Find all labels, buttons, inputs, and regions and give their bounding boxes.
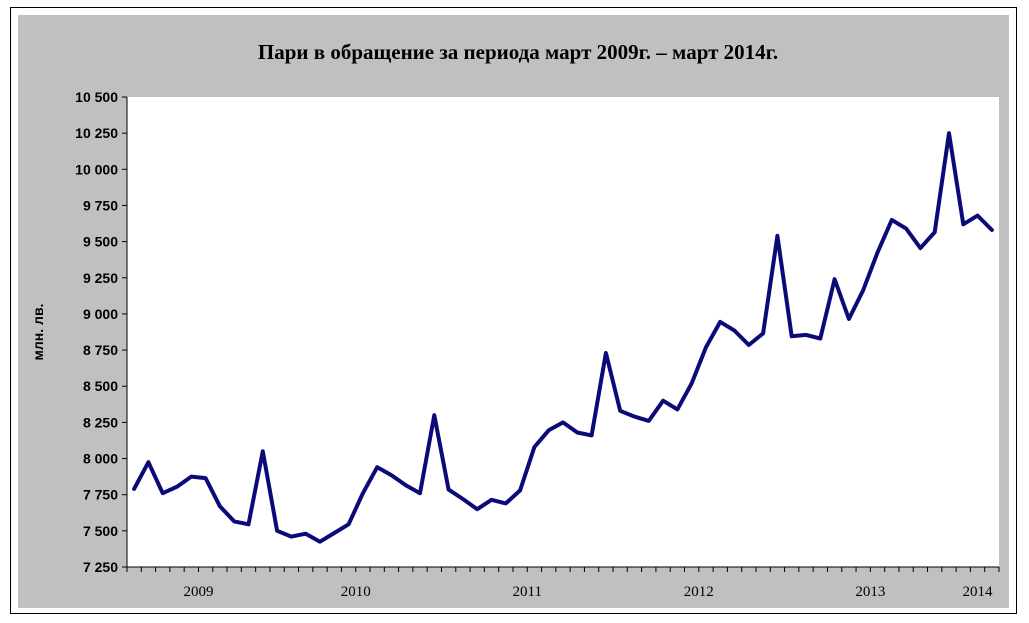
- data-point: [304, 532, 308, 536]
- data-point: [547, 428, 551, 432]
- data-point: [804, 333, 808, 337]
- y-axis-label: млн. лв.: [30, 304, 46, 361]
- data-point: [618, 409, 622, 413]
- y-tick-label: 8 250: [83, 414, 118, 430]
- data-point: [632, 415, 636, 419]
- data-point: [232, 519, 236, 523]
- chart-title: Пари в обращение за периода март 2009г. …: [258, 40, 778, 64]
- data-point: [332, 531, 336, 535]
- y-tick-label: 9 500: [83, 234, 118, 250]
- data-point: [690, 381, 694, 385]
- y-tick-label: 8 000: [83, 451, 118, 467]
- data-point: [475, 507, 479, 511]
- x-tick-label-year: 2011: [513, 584, 542, 600]
- data-point: [833, 277, 837, 281]
- x-tick-label-year: 2012: [684, 584, 714, 600]
- data-point: [347, 522, 351, 526]
- data-point: [146, 460, 150, 464]
- data-point: [761, 331, 765, 335]
- data-point: [904, 227, 908, 231]
- data-point: [318, 540, 322, 544]
- data-point: [747, 343, 751, 347]
- data-point: [604, 351, 608, 355]
- data-point: [933, 230, 937, 234]
- data-point: [275, 529, 279, 533]
- y-tick-label: 10 500: [75, 89, 118, 105]
- y-tick-label: 7 500: [83, 523, 118, 539]
- data-point: [461, 497, 465, 501]
- y-tick-label: 10 000: [75, 161, 118, 177]
- data-point: [590, 433, 594, 437]
- series-marks: [132, 131, 994, 544]
- data-point: [504, 501, 508, 505]
- data-point: [875, 250, 879, 254]
- x-tick-label-year: 2009: [183, 584, 213, 600]
- x-tick-label-year: 2014: [963, 584, 994, 600]
- data-point: [861, 288, 865, 292]
- data-point: [990, 228, 994, 232]
- data-point: [947, 131, 951, 135]
- x-tick-label-year: 2010: [341, 584, 371, 600]
- data-point: [847, 317, 851, 321]
- chart-frame: Пари в обращение за периода март 2009г. …: [10, 7, 1017, 614]
- data-point: [976, 214, 980, 218]
- data-point: [575, 431, 579, 435]
- y-tick-label: 9 000: [83, 306, 118, 322]
- data-point: [218, 504, 222, 508]
- data-point: [432, 413, 436, 417]
- data-point: [818, 337, 822, 341]
- data-point: [961, 222, 965, 226]
- data-point: [404, 483, 408, 487]
- data-point: [733, 329, 737, 333]
- data-point: [189, 475, 193, 479]
- data-point: [647, 419, 651, 423]
- series-line: [132, 131, 994, 544]
- data-point: [675, 407, 679, 411]
- data-point: [261, 449, 265, 453]
- y-tick-label: 9 750: [83, 197, 118, 213]
- data-point: [389, 473, 393, 477]
- data-point: [661, 399, 665, 403]
- data-point: [132, 487, 136, 491]
- axes: 7 250 7 500 7 750 8 000 8 250 8 500 8 750 9 000…: [75, 89, 1000, 600]
- data-point: [447, 488, 451, 492]
- data-point: [561, 420, 565, 424]
- x-tick-label-year: 2013: [855, 584, 885, 600]
- y-tick-label: 9 250: [83, 270, 118, 286]
- data-point: [418, 491, 422, 495]
- plot-area: [127, 97, 999, 567]
- data-point: [890, 218, 894, 222]
- data-point: [175, 485, 179, 489]
- data-point: [204, 476, 208, 480]
- data-point: [518, 488, 522, 492]
- y-tick-label: 8 750: [83, 342, 118, 358]
- line-chart: Пари в обращение за периода март 2009г. …: [18, 15, 1009, 608]
- data-point: [161, 491, 165, 495]
- y-tick-label: 7 750: [83, 487, 118, 503]
- data-point: [918, 246, 922, 250]
- data-point: [532, 445, 536, 449]
- data-point: [704, 345, 708, 349]
- data-point: [775, 234, 779, 238]
- data-point: [361, 491, 365, 495]
- data-point: [247, 522, 251, 526]
- data-point: [289, 535, 293, 539]
- y-tick-label: 7 250: [83, 559, 118, 575]
- data-point: [375, 465, 379, 469]
- data-point: [790, 334, 794, 338]
- y-tick-label: 10 250: [75, 125, 118, 141]
- y-tick-label: 8 500: [83, 378, 118, 394]
- data-point: [490, 498, 494, 502]
- data-point: [718, 320, 722, 324]
